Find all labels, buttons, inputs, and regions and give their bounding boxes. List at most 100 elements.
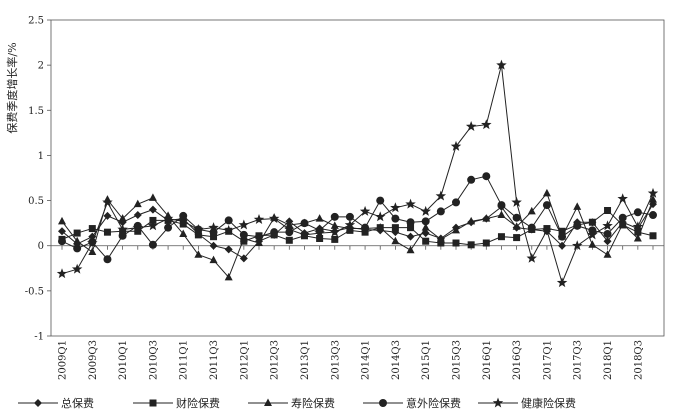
data-point-circle xyxy=(649,211,657,220)
data-point-triangle xyxy=(376,223,385,231)
data-point-triangle xyxy=(391,236,400,245)
data-point-star xyxy=(284,223,295,234)
data-point-circle xyxy=(558,232,567,241)
data-point-square xyxy=(391,224,399,232)
data-point-star xyxy=(299,229,310,240)
data-point-triangle xyxy=(649,195,657,203)
data-point-star xyxy=(496,59,507,70)
y-tick-label: -0.5 xyxy=(25,286,44,297)
x-tick-label: 2017Q1 xyxy=(542,340,553,380)
data-point-diamond xyxy=(558,241,567,250)
y-tick-label: -1 xyxy=(34,332,44,343)
x-tick-label: 2015Q3 xyxy=(452,340,463,380)
data-point-circle xyxy=(573,221,582,230)
data-point-star xyxy=(56,268,68,279)
data-point-star xyxy=(541,224,553,235)
data-point-triangle xyxy=(588,240,597,248)
data-point-circle xyxy=(482,172,491,181)
data-point-triangle xyxy=(58,216,66,225)
x-tick-label: 2010Q1 xyxy=(118,340,129,380)
x-tick-label: 2011Q3 xyxy=(209,340,220,380)
x-tick-label: 2010Q3 xyxy=(148,340,159,380)
data-point-triangle xyxy=(421,223,430,231)
data-point-square xyxy=(482,239,490,247)
x-tick-label: 2018Q1 xyxy=(603,340,614,380)
data-point-square xyxy=(134,227,142,235)
data-point-triangle xyxy=(194,250,203,258)
data-point-diamond xyxy=(103,211,112,220)
data-point-triangle xyxy=(73,236,82,245)
data-point-star xyxy=(390,202,401,213)
data-point-square xyxy=(604,207,612,215)
data-point-circle xyxy=(618,213,627,222)
data-point-circle xyxy=(255,232,263,241)
data-point-star xyxy=(572,240,583,251)
data-point-star xyxy=(481,119,492,130)
legend-marker-triangle xyxy=(264,398,272,406)
data-point-square xyxy=(73,229,81,237)
data-point-triangle xyxy=(345,224,354,232)
data-point-triangle xyxy=(633,233,642,242)
legend-marker-diamond xyxy=(34,399,42,407)
data-point-square xyxy=(331,235,339,243)
y-tick-label: 0.5 xyxy=(28,196,44,207)
data-point-triangle xyxy=(512,222,521,230)
data-point-triangle xyxy=(467,216,476,225)
series-line-circle xyxy=(61,175,654,261)
data-point-triangle xyxy=(315,214,324,222)
series-line-square xyxy=(61,209,654,246)
legend-label: 财险保费 xyxy=(176,396,220,410)
x-tick-label: 2009Q1 xyxy=(58,340,69,380)
x-tick-label: 2009Q3 xyxy=(88,340,99,380)
data-point-triangle xyxy=(482,214,491,222)
data-point-diamond xyxy=(209,241,218,250)
data-point-star xyxy=(223,224,234,235)
data-point-square xyxy=(285,236,293,244)
y-tick-label: 2 xyxy=(38,61,44,72)
data-point-circle xyxy=(406,218,415,227)
plot-frame xyxy=(50,19,665,337)
legend-marker-circle xyxy=(379,399,387,407)
data-point-triangle xyxy=(224,272,233,281)
data-point-square xyxy=(88,225,96,233)
data-point-circle xyxy=(300,219,309,228)
y-tick-label: 2.5 xyxy=(28,16,44,27)
data-point-square xyxy=(497,233,505,241)
data-point-circle xyxy=(376,196,385,205)
legend-label: 寿险保费 xyxy=(291,396,335,410)
data-point-triangle xyxy=(452,225,460,234)
data-point-square xyxy=(179,220,187,228)
data-point-circle xyxy=(239,230,248,239)
data-point-star xyxy=(329,226,340,237)
legend-marker-square xyxy=(149,399,157,407)
data-point-square xyxy=(649,232,657,240)
data-point-star xyxy=(556,277,568,288)
data-point-circle xyxy=(118,231,127,240)
data-point-star xyxy=(102,196,113,207)
data-point-circle xyxy=(633,208,642,217)
data-point-triangle xyxy=(209,255,218,264)
legend-item: 寿险保费 xyxy=(248,396,335,410)
series-layer xyxy=(56,59,659,288)
data-point-square xyxy=(103,228,111,236)
data-point-circle xyxy=(330,212,339,221)
data-point-star xyxy=(344,219,356,230)
data-point-triangle xyxy=(88,247,97,256)
data-point-star xyxy=(450,140,462,151)
data-point-star xyxy=(617,193,628,204)
legend-label: 健康险保费 xyxy=(521,396,576,410)
data-point-square xyxy=(437,239,445,247)
data-point-square xyxy=(513,234,521,242)
x-tick-label: 2011Q1 xyxy=(179,340,190,380)
legend-marker-star xyxy=(492,397,504,408)
data-point-circle xyxy=(224,216,233,225)
y-axis-ticks: -1 -0.5 0 0.5 1 1.5 2 2.5 xyxy=(25,16,51,343)
data-point-circle xyxy=(148,240,157,249)
data-point-square xyxy=(194,231,202,239)
y-tick-label: 0 xyxy=(38,241,44,252)
y-tick-label: 1 xyxy=(38,151,44,162)
data-point-star xyxy=(178,215,189,226)
data-point-square xyxy=(558,227,566,235)
data-point-triangle xyxy=(255,238,263,247)
y-tick-label: 1.5 xyxy=(28,106,44,117)
